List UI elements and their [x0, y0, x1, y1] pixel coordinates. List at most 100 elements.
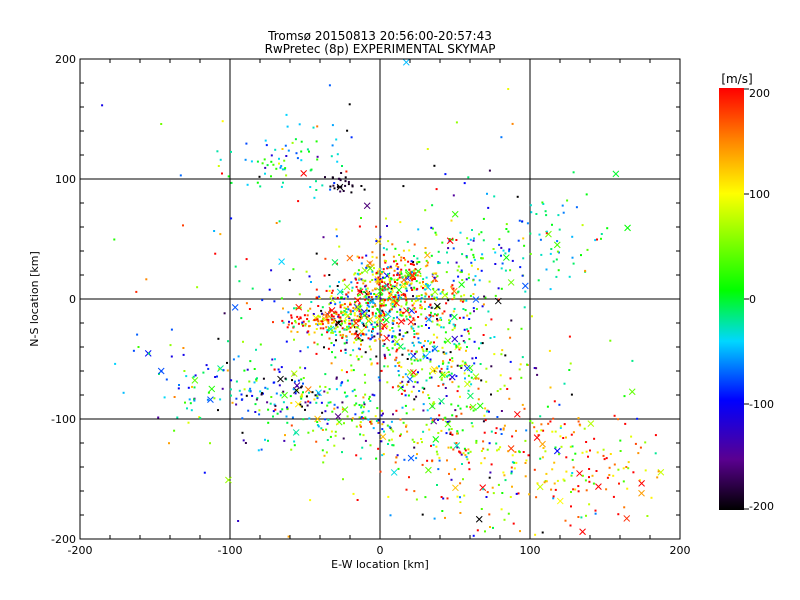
data-point: [467, 448, 470, 451]
data-point: [343, 320, 346, 323]
data-point: [469, 312, 472, 315]
data-point: [358, 278, 360, 281]
data-point: [348, 103, 351, 106]
data-point: [505, 228, 508, 230]
data-point: [395, 286, 403, 294]
data-point: [436, 313, 439, 316]
data-point: [379, 297, 382, 300]
data-point: [492, 492, 495, 495]
data-point: [437, 385, 440, 387]
data-point: [388, 296, 390, 299]
data-point: [371, 273, 374, 276]
data-point: [358, 225, 361, 228]
data-point: [324, 257, 327, 260]
data-point: [261, 299, 264, 302]
data-point: [375, 315, 383, 323]
data-point: [474, 275, 477, 278]
data-point: [341, 314, 344, 317]
data-point: [453, 294, 456, 297]
data-point: [267, 408, 270, 411]
data-point: [356, 255, 359, 258]
data-point: [466, 346, 468, 348]
y-tick-label: -100: [51, 413, 76, 426]
data-point: [355, 330, 358, 333]
data-point: [452, 194, 455, 197]
data-point: [221, 172, 223, 175]
data-point: [545, 480, 548, 483]
data-point: [321, 449, 324, 452]
data-point: [363, 202, 371, 210]
data-point: [447, 299, 450, 302]
data-point: [320, 309, 323, 312]
data-point: [424, 247, 427, 249]
data-point: [182, 224, 184, 227]
data-point: [391, 285, 394, 288]
data-point: [366, 309, 368, 312]
data-point: [539, 415, 542, 418]
data-point: [536, 483, 544, 491]
data-point: [496, 390, 499, 392]
data-point: [445, 352, 448, 355]
data-point: [344, 351, 347, 354]
data-point: [290, 448, 293, 451]
data-point: [364, 279, 367, 282]
data-point: [511, 122, 514, 125]
data-point: [424, 251, 427, 254]
data-point: [383, 314, 386, 317]
data-point: [223, 312, 226, 315]
data-point: [406, 307, 409, 310]
data-point: [425, 283, 427, 286]
data-point: [434, 231, 437, 234]
data-point: [382, 268, 385, 271]
data-point: [381, 281, 384, 283]
colorbar-tick-label: 0: [749, 293, 756, 306]
data-point: [326, 439, 329, 441]
data-point: [384, 298, 386, 301]
data-point: [472, 296, 480, 303]
data-point: [548, 349, 551, 352]
data-point: [413, 344, 415, 347]
data-point: [462, 308, 465, 310]
data-point: [328, 311, 331, 314]
data-point: [383, 281, 391, 289]
data-point: [439, 370, 442, 373]
data-point: [560, 445, 563, 448]
data-point: [431, 402, 434, 405]
data-point: [600, 233, 603, 235]
data-point: [425, 379, 428, 382]
data-point: [542, 429, 545, 432]
data-point: [416, 274, 419, 277]
data-point: [445, 293, 448, 296]
data-point: [619, 439, 622, 442]
data-point: [371, 270, 374, 273]
data-point: [581, 451, 584, 454]
data-point: [415, 295, 418, 298]
data-point: [430, 281, 433, 284]
data-point: [365, 301, 368, 304]
data-point: [382, 312, 385, 315]
data-point: [480, 379, 483, 382]
data-point: [478, 279, 481, 282]
data-point: [509, 269, 512, 272]
data-point: [359, 457, 362, 460]
data-point: [533, 468, 536, 471]
data-point: [452, 448, 455, 451]
data-point: [450, 365, 453, 368]
data-point: [362, 417, 365, 420]
data-point: [368, 309, 370, 312]
data-point: [328, 327, 331, 330]
data-point: [281, 168, 284, 171]
data-point: [425, 423, 428, 426]
data-point: [606, 227, 609, 230]
data-point: [523, 244, 526, 247]
data-point: [456, 432, 459, 435]
data-point: [283, 159, 286, 162]
data-point: [214, 376, 217, 378]
data-point: [173, 396, 176, 398]
data-point: [417, 341, 420, 344]
data-point: [421, 348, 424, 351]
data-point: [499, 374, 502, 377]
data-point: [240, 317, 243, 320]
data-point: [237, 355, 240, 358]
data-point: [374, 304, 377, 307]
